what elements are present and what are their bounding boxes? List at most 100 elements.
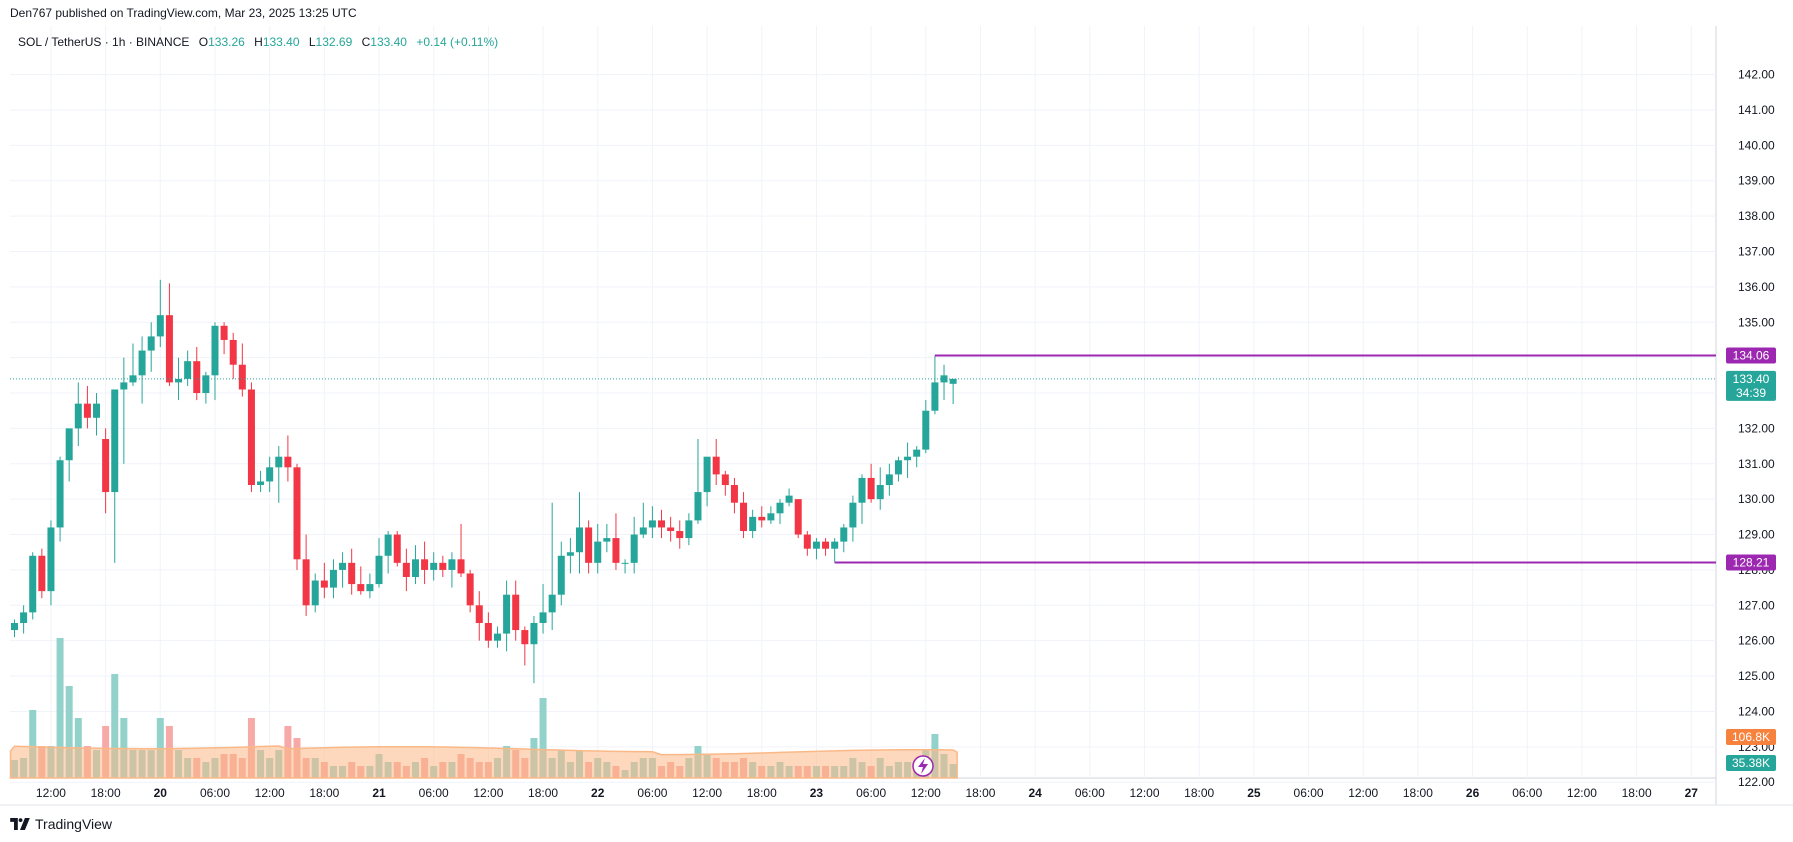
legend-low-label: L <box>309 35 316 49</box>
publisher-line: Den767 published on TradingView.com, Mar… <box>10 6 357 20</box>
time-tick-label: 20 <box>154 786 168 800</box>
candle-body <box>93 403 101 418</box>
candle-body <box>402 562 410 577</box>
price-axis: 122.00123.00124.00125.00126.00127.00128.… <box>1726 68 1776 789</box>
candle-body <box>448 559 456 570</box>
legend-open-value: 133.26 <box>208 35 245 49</box>
candle-body <box>229 339 237 365</box>
candle-body <box>858 477 866 503</box>
candle-body <box>430 562 438 570</box>
candle-body <box>658 520 666 528</box>
candle-body <box>484 622 492 641</box>
candle-body <box>803 534 811 549</box>
volume-bar <box>65 686 73 778</box>
tradingview-logo-icon <box>10 818 30 830</box>
legend-close-value: 133.40 <box>370 35 407 49</box>
candle-body <box>302 559 310 606</box>
price-tick-label: 124.00 <box>1738 704 1775 718</box>
legend-open-label: O <box>199 35 208 49</box>
candle-body <box>548 594 556 613</box>
candle-body <box>949 378 957 384</box>
lightning-icon[interactable] <box>912 755 934 777</box>
price-tick-label: 136.00 <box>1738 280 1775 294</box>
price-tick-label: 141.00 <box>1738 103 1775 117</box>
legend-high-value: 133.40 <box>263 35 300 49</box>
candle-body <box>329 569 337 588</box>
candle-body <box>138 350 146 376</box>
candle-body <box>603 538 611 542</box>
time-tick-label: 12:00 <box>692 786 722 800</box>
volume-bar <box>111 674 119 778</box>
time-tick-label: 06:00 <box>200 786 230 800</box>
candle-body <box>867 477 875 500</box>
candle-body <box>411 559 419 577</box>
candle-body <box>193 361 201 394</box>
candle-body <box>849 502 857 528</box>
legend-close-label: C <box>362 35 371 49</box>
candle-body <box>521 630 529 645</box>
candle-body <box>56 460 64 528</box>
candle-body <box>65 428 73 461</box>
candle-body <box>20 612 28 623</box>
level-price-tag <box>1726 554 1776 571</box>
candle-body <box>557 555 565 595</box>
candle-body <box>794 499 802 535</box>
candle-body <box>220 325 228 340</box>
candle-body <box>102 439 110 493</box>
candle-body <box>621 562 629 564</box>
time-tick-label: 12:00 <box>1129 786 1159 800</box>
time-tick-label: 25 <box>1247 786 1261 800</box>
candle-body <box>694 492 702 521</box>
tradingview-brand[interactable]: TradingView <box>10 816 112 832</box>
legend-symbol: SOL / TetherUS · 1h · BINANCE <box>18 35 189 49</box>
candle-body <box>466 573 474 606</box>
candle-body <box>576 527 584 553</box>
candle-body <box>685 520 693 539</box>
candle-body <box>147 336 155 351</box>
candle-body <box>876 485 884 500</box>
candle-body <box>530 622 538 645</box>
time-tick-label: 06:00 <box>1512 786 1542 800</box>
price-tick-label: 137.00 <box>1738 245 1775 259</box>
price-tick-label: 138.00 <box>1738 209 1775 223</box>
price-tick-label: 131.00 <box>1738 457 1775 471</box>
price-tick-label: 127.00 <box>1738 598 1775 612</box>
time-tick-label: 21 <box>372 786 386 800</box>
candle-body <box>730 485 738 503</box>
candle-body <box>667 527 675 532</box>
candle-body <box>293 467 301 560</box>
volume-bar <box>539 698 547 778</box>
price-tick-label: 129.00 <box>1738 528 1775 542</box>
candle-body <box>503 594 511 634</box>
candle-body <box>275 456 283 468</box>
candle-body <box>585 527 593 563</box>
time-tick-label: 06:00 <box>637 786 667 800</box>
time-tick-label: 18:00 <box>965 786 995 800</box>
candle-body <box>758 516 766 521</box>
last-price-label: 133.40 <box>1733 372 1770 386</box>
price-tick-label: 126.00 <box>1738 634 1775 648</box>
candle-body <box>721 474 729 486</box>
candle-body <box>29 555 37 613</box>
candle-body <box>165 315 173 383</box>
volume-bar <box>56 638 64 778</box>
candle-body <box>822 541 830 549</box>
candle-body <box>74 403 82 429</box>
time-tick-label: 27 <box>1685 786 1699 800</box>
ohlc-legend[interactable]: SOL / TetherUS · 1h · BINANCE O133.26 H1… <box>18 35 498 49</box>
candle-body <box>676 531 684 539</box>
candle-body <box>885 474 893 486</box>
candle-body <box>366 584 374 592</box>
candle-body <box>894 460 902 475</box>
time-tick-label: 12:00 <box>255 786 285 800</box>
candle-body <box>247 389 255 486</box>
volume-tag <box>1726 755 1776 771</box>
candle-body <box>812 541 820 549</box>
candle-body <box>457 559 465 574</box>
countdown-label: 34:39 <box>1736 386 1766 400</box>
candle-body <box>740 502 748 532</box>
time-tick-label: 18:00 <box>747 786 777 800</box>
candle-body <box>749 516 757 532</box>
volume-pane <box>9 638 958 779</box>
